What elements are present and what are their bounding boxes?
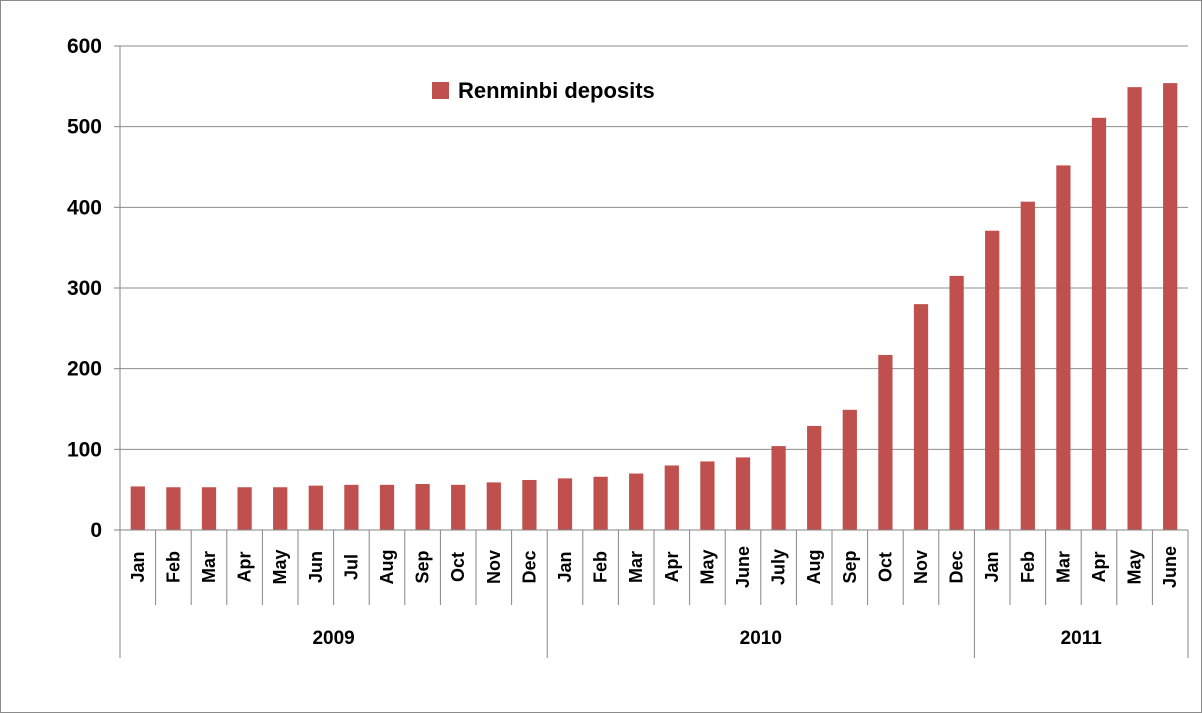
category-label: Sep bbox=[840, 550, 860, 583]
category-label: Jan bbox=[982, 551, 1002, 582]
bar bbox=[1163, 83, 1178, 531]
legend-label: Renminbi deposits bbox=[458, 78, 655, 103]
category-label: Jul bbox=[341, 554, 361, 580]
category-label: July bbox=[769, 549, 789, 585]
bar bbox=[593, 476, 608, 530]
y-tick-label: 600 bbox=[67, 35, 102, 58]
legend-swatch bbox=[432, 82, 449, 99]
bar bbox=[557, 478, 573, 530]
bar bbox=[1056, 165, 1071, 531]
bar bbox=[664, 465, 679, 530]
category-label: Apr bbox=[235, 552, 255, 583]
category-label: June bbox=[733, 546, 753, 588]
bar bbox=[308, 485, 323, 530]
bar bbox=[949, 275, 964, 530]
category-label: Jan bbox=[128, 551, 148, 582]
bar bbox=[771, 446, 786, 530]
y-tick-label: 400 bbox=[67, 196, 102, 219]
bar bbox=[379, 484, 395, 530]
category-label: Dec bbox=[947, 550, 967, 583]
y-tick-label: 100 bbox=[67, 438, 102, 461]
category-label: Dec bbox=[519, 550, 539, 583]
y-tick-label: 0 bbox=[90, 519, 102, 542]
category-label: Nov bbox=[911, 550, 931, 584]
category-label: Feb bbox=[591, 551, 611, 583]
category-label: Oct bbox=[875, 552, 895, 582]
y-tick-label: 500 bbox=[67, 116, 102, 139]
bar bbox=[486, 482, 501, 530]
y-tick-label: 300 bbox=[67, 277, 102, 300]
bar bbox=[237, 487, 252, 530]
year-group-label: 2009 bbox=[312, 628, 354, 649]
bar bbox=[344, 484, 359, 530]
category-label: May bbox=[270, 549, 290, 584]
y-tick-label: 200 bbox=[67, 358, 102, 381]
category-label: Jan bbox=[555, 551, 575, 582]
category-label: Aug bbox=[377, 550, 397, 585]
bar bbox=[130, 486, 145, 530]
category-label: May bbox=[697, 549, 717, 584]
category-label: Mar bbox=[199, 551, 219, 583]
bar bbox=[807, 425, 822, 530]
bar bbox=[878, 354, 893, 530]
category-label: June bbox=[1160, 546, 1180, 588]
bar bbox=[913, 304, 929, 530]
category-label: Apr bbox=[1089, 552, 1109, 583]
year-group-label: 2010 bbox=[740, 628, 782, 649]
category-label: Feb bbox=[163, 551, 183, 583]
bar bbox=[201, 487, 217, 530]
bar bbox=[1091, 117, 1107, 530]
category-label: May bbox=[1125, 549, 1145, 584]
bar bbox=[166, 487, 181, 530]
category-label: Oct bbox=[448, 552, 468, 582]
bar bbox=[522, 479, 537, 530]
bar bbox=[1020, 201, 1035, 531]
bar bbox=[629, 473, 644, 530]
bar bbox=[451, 484, 466, 530]
bar bbox=[1127, 87, 1142, 530]
bar bbox=[735, 457, 751, 530]
category-label: Feb bbox=[1018, 551, 1038, 583]
bar bbox=[415, 484, 430, 530]
category-label: Apr bbox=[662, 552, 682, 583]
bar bbox=[273, 487, 288, 530]
bar bbox=[842, 409, 857, 530]
category-label: Mar bbox=[1053, 551, 1073, 583]
category-label: Sep bbox=[413, 550, 433, 583]
year-group-label: 2011 bbox=[1061, 628, 1103, 649]
category-label: Aug bbox=[804, 550, 824, 585]
bar bbox=[700, 461, 715, 530]
category-label: Mar bbox=[626, 551, 646, 583]
category-label: Jun bbox=[306, 551, 326, 583]
bar bbox=[985, 230, 1000, 530]
category-label: Nov bbox=[484, 550, 504, 584]
